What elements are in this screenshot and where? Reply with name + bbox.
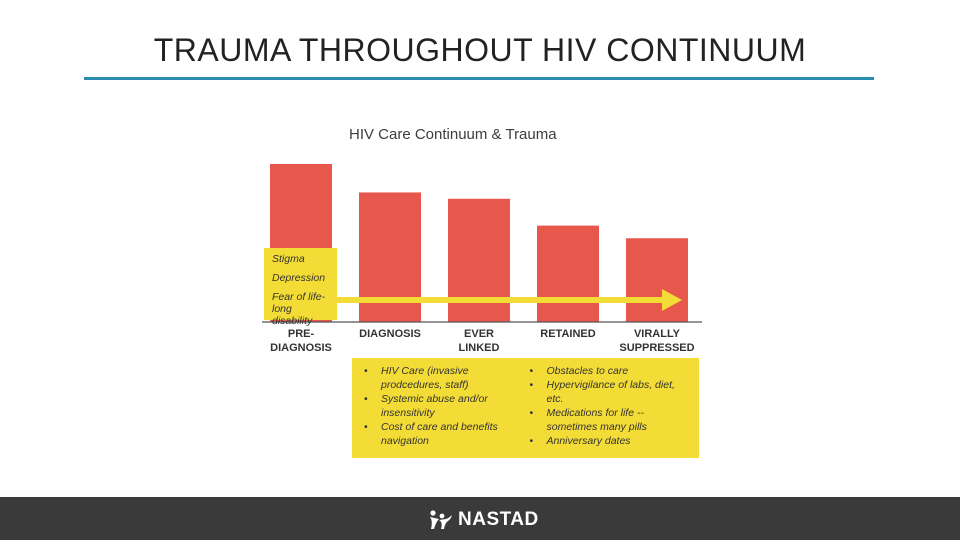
care-notes-right: • Obstacles to care • Hypervigilance of la… <box>526 364 692 452</box>
care-notes-box: • HIV Care (invasive prodcedures, staff) … <box>352 358 699 458</box>
category-label: DIAGNOSIS <box>359 328 421 340</box>
care-note-item: • Hypervigilance of labs, diet, etc. <box>529 379 675 405</box>
stressor-item: Stigma <box>272 253 305 265</box>
stressor-item: Depression <box>272 272 326 284</box>
category-label: PRE-DIAGNOSIS <box>270 328 332 354</box>
care-note-item: • Cost of care and benefits navigation <box>364 421 498 447</box>
stressor-item: Fear of life- long disability <box>272 291 326 327</box>
care-note-item: • Obstacles to care <box>529 365 629 377</box>
nastad-logo: NASTAD <box>428 508 539 532</box>
category-label: EVER LINKED <box>459 328 500 354</box>
care-note-item: • Medications for life -- sometimes many … <box>529 407 647 433</box>
category-label: VIRALLY SUPPRESSED <box>619 328 694 354</box>
bar-virally-suppressed <box>626 238 688 322</box>
category-label: RETAINED <box>540 328 595 340</box>
slide-title: TRAUMA THROUGHOUT HIV CONTINUUM <box>153 32 807 68</box>
nastad-figures-icon <box>430 510 452 529</box>
chart-title: HIV Care Continuum & Trauma <box>349 126 557 143</box>
care-note-item: • HIV Care (invasive prodcedures, staff) <box>364 365 469 391</box>
care-note-item: • Anniversary dates <box>529 435 631 447</box>
logo-text: NASTAD <box>458 509 539 530</box>
footer-bar <box>0 497 960 540</box>
care-note-item: • Systemic abuse and/or insensitivity <box>364 393 488 419</box>
bar-retained <box>537 225 599 322</box>
care-notes-left: • HIV Care (invasive prodcedures, staff) … <box>360 364 526 452</box>
title-divider <box>84 77 874 80</box>
stressors-box: Stigma Depression Fear of life- long dis… <box>264 248 337 327</box>
